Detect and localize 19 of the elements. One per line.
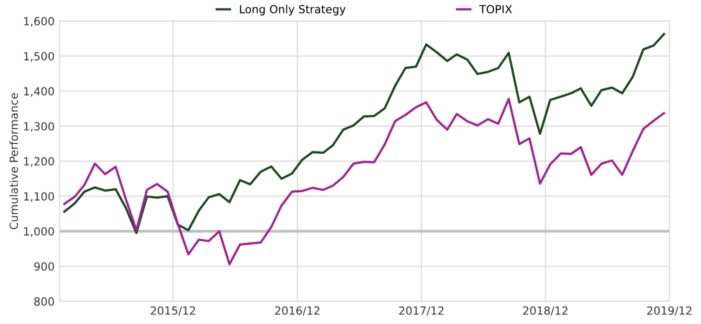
legend-label: TOPIX	[479, 4, 512, 14]
x-tick-label: 2016/12	[275, 306, 320, 316]
x-tick-label: 2017/12	[399, 306, 444, 316]
line-series	[63, 32, 666, 234]
y-axis-title: Cumulative Performance	[9, 93, 18, 230]
y-tick-label: 1,600	[24, 17, 54, 27]
legend-label: Long Only Strategy	[240, 4, 346, 16]
x-tick-label: 2015/12	[150, 306, 196, 316]
x-tick-label: 2018/12	[523, 306, 568, 316]
line-series	[63, 98, 666, 266]
y-tick-label: 1,300	[24, 122, 54, 132]
y-tick-label: 900	[34, 262, 54, 271]
y-tick-label: 800	[34, 297, 54, 306]
y-tick-label: 1,100	[24, 192, 54, 202]
x-tick-label: 2019/12	[647, 306, 692, 316]
y-tick-label: 1,500	[24, 52, 54, 62]
y-tick-label: 1,400	[24, 87, 54, 97]
y-tick-label: 1,200	[24, 157, 54, 167]
y-tick-label: 1,000	[24, 227, 54, 237]
